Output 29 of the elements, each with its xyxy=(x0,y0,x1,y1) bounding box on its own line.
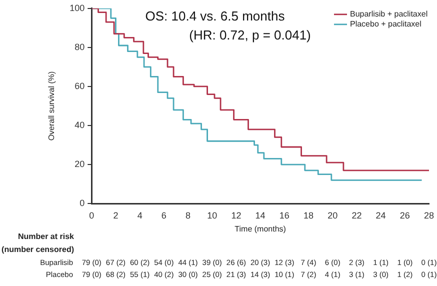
x-tick-label: 20 xyxy=(328,210,338,220)
text: (number censored) xyxy=(2,245,74,254)
y-tick-label: 60 xyxy=(74,80,85,91)
x-tick-label: 14 xyxy=(255,210,266,220)
annotation: OS: 10.4 vs. 6.5 months xyxy=(145,8,286,24)
x-tick-label: 4 xyxy=(137,210,142,220)
x-tick-label: 24 xyxy=(376,210,386,220)
y-axis-title: Overall survival (%) xyxy=(47,70,56,141)
x-tick-label: 10 xyxy=(207,210,218,220)
x-tick-label: 16 xyxy=(279,210,290,220)
x-tick-label: 26 xyxy=(400,210,410,220)
y-tick-label: 0 xyxy=(80,198,85,208)
y-tick-label: 40 xyxy=(74,120,85,130)
x-tick-label: 12 xyxy=(231,210,242,220)
y-tick-label: 80 xyxy=(74,42,85,52)
y-tick-label: 20 xyxy=(74,159,85,170)
text: Number at risk xyxy=(18,232,75,242)
x-tick-label: 0 xyxy=(89,210,94,220)
x-tick-label: 28 xyxy=(424,210,434,220)
y-tick-label: 100 xyxy=(70,2,85,13)
annotation: (HR: 0.72, p = 0.041) xyxy=(189,28,311,43)
x-tick-label: 18 xyxy=(303,210,314,220)
x-tick-label: 2 xyxy=(113,210,118,220)
x-tick-label: 6 xyxy=(161,210,166,220)
x-axis-title: Time (months) xyxy=(234,224,286,234)
legend-label: Buparlisib + paclitaxel xyxy=(350,10,428,19)
legend-label: Placebo + paclitaxel xyxy=(350,20,422,29)
x-tick-label: 22 xyxy=(352,210,362,220)
x-tick-label: 8 xyxy=(186,210,191,220)
